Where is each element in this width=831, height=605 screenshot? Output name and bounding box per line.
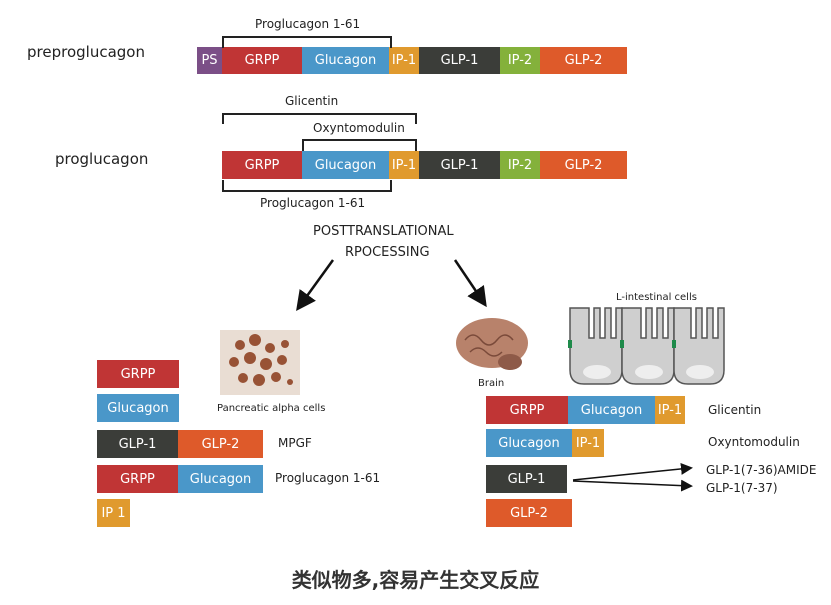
arrow-glp1-amide — [572, 462, 693, 481]
bracket-label-oxyntomodulin: Oxyntomodulin — [313, 121, 405, 135]
bracket-label-proglucagon-1-61: Proglucagon 1-61 — [255, 17, 361, 31]
segment-glp2: GLP-2 — [540, 47, 627, 74]
processing-line2: RPOCESSING — [345, 245, 430, 260]
brain-label: Brain — [478, 378, 505, 389]
segment-glp1: GLP-1 — [419, 47, 500, 74]
pancreas-proglucagon-1-61-label: Proglucagon 1-61 — [275, 471, 381, 485]
pancreas-glp1: GLP-1 — [97, 430, 178, 458]
segment-grpp: GRPP — [222, 47, 302, 74]
intestinal-cells-label: L-intestinal cells — [616, 292, 697, 303]
mpgf-label: MPGF — [278, 436, 312, 450]
arrow-glp1-37 — [572, 479, 693, 492]
intestine-glp2: GLP-2 — [486, 499, 572, 527]
bracket-label-glicentin: Glicentin — [285, 94, 339, 108]
glicentin-grpp: GRPP — [486, 396, 568, 424]
pancreas-grpp: GRPP — [97, 360, 179, 388]
bracket-proglucagon-1-61 — [222, 36, 392, 48]
arrow-to-pancreas — [296, 259, 335, 312]
pancreatic-cells-label: Pancreatic alpha cells — [217, 403, 326, 414]
segment-ip1: IP-1 — [389, 151, 419, 179]
glp1-37-label: GLP-1(7-37) — [706, 481, 778, 495]
glicentin-ip1: IP-1 — [655, 396, 685, 424]
glicentin-glucagon: Glucagon — [568, 396, 655, 424]
segment-glp1: GLP-1 — [419, 151, 500, 179]
oxyntomodulin-ip1: IP-1 — [572, 429, 604, 457]
brain-icon — [456, 318, 528, 370]
preproglucagon-label: preproglucagon — [27, 43, 145, 61]
segment-ip2: IP-2 — [500, 151, 540, 179]
intestinal-cells-image — [568, 307, 725, 385]
pancreas-glucagon: Glucagon — [97, 394, 179, 422]
glicentin-label: Glicentin — [708, 403, 762, 417]
segment-ip1: IP-1 — [389, 47, 419, 74]
segment-grpp: GRPP — [222, 151, 302, 179]
caption: 类似物多,容易产生交叉反应 — [291, 568, 540, 592]
segment-ps: PS — [197, 47, 222, 74]
processing-line1: POSTTRANSLATIONAL — [313, 224, 454, 239]
proglucagon-label: proglucagon — [55, 150, 149, 168]
arrow-to-intestine — [453, 259, 487, 308]
bracket-oxyntomodulin — [302, 139, 417, 151]
oxyntomodulin-glucagon: Glucagon — [486, 429, 572, 457]
bracket-label-proglucagon-1-61-bottom: Proglucagon 1-61 — [260, 196, 366, 210]
glp1-amide-label: GLP-1(7-36)AMIDE — [706, 463, 817, 477]
segment-glucagon: Glucagon — [302, 47, 389, 74]
segment-ip2: IP-2 — [500, 47, 540, 74]
oxyntomodulin-label: Oxyntomodulin — [708, 435, 800, 449]
segment-glucagon: Glucagon — [302, 151, 389, 179]
pancreatic-cells-image — [220, 330, 300, 395]
pancreas-glp2: GLP-2 — [178, 430, 263, 458]
intestine-glp1: GLP-1 — [486, 465, 567, 493]
segment-glp2: GLP-2 — [540, 151, 627, 179]
bracket-glicentin — [222, 113, 417, 124]
pancreas-proglucagon-grpp: GRPP — [97, 465, 178, 493]
bracket-proglucagon-1-61-bottom — [222, 180, 392, 192]
pancreas-proglucagon-glucagon: Glucagon — [178, 465, 263, 493]
pancreas-ip1: IP 1 — [97, 499, 130, 527]
